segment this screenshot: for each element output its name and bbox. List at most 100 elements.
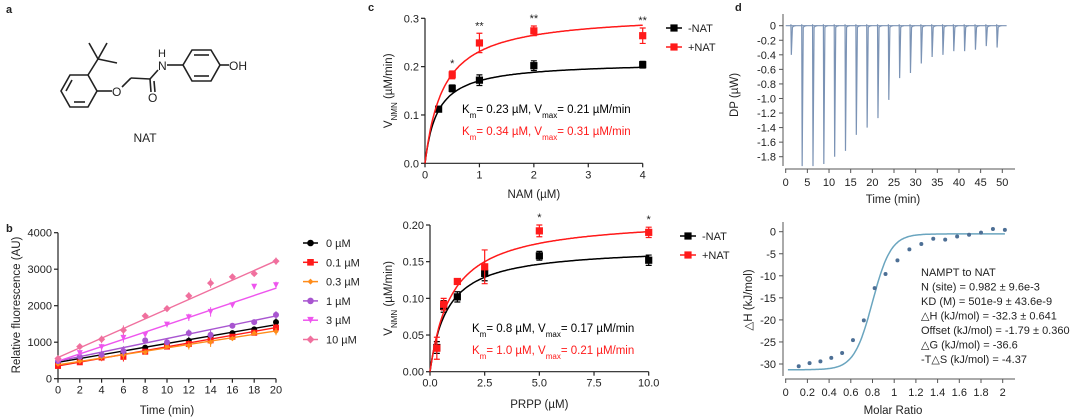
legend-marker — [670, 43, 678, 51]
legend-label: -NAT — [702, 231, 727, 243]
injection-peak — [985, 24, 991, 47]
data-point — [76, 353, 83, 360]
legend-marker — [306, 335, 315, 344]
data-point — [943, 237, 948, 242]
michaelis-menten-fit — [429, 255, 649, 372]
injection-peak — [963, 24, 969, 52]
data-point — [120, 334, 127, 341]
text-segment: = 0.31 µM/min — [557, 126, 630, 138]
data-point — [530, 27, 538, 35]
injection-peak — [909, 24, 915, 74]
legend-item: -NAT — [666, 23, 713, 35]
y-tick-label: -1.0 — [757, 93, 776, 105]
data-point — [448, 71, 456, 79]
data-point — [164, 339, 170, 346]
x-tick-label: 1.8 — [973, 387, 988, 399]
x-tick-label: 45 — [975, 177, 987, 189]
y-tick-label: -15 — [760, 293, 776, 305]
subscript: m — [470, 133, 477, 142]
text-segment: (µM/min) — [383, 261, 395, 310]
x-tick-label: 40 — [953, 177, 965, 189]
kinetics-annotation: Km= 0.34 µM, Vmax= 0.31 µM/min — [462, 126, 631, 142]
y-tick-label: 0.15 — [403, 257, 424, 269]
chart-itc-isotherm: 0 0.2 0.4 0.6 0.8 1 1.2 1.4 1.6 1.8 2 0 -5 -10 -15 -20 -… — [743, 222, 1070, 417]
data-point — [645, 228, 653, 236]
data-point — [120, 347, 127, 354]
y-tick-label: 0.05 — [403, 330, 424, 342]
injection-peak — [898, 24, 904, 79]
data-point — [229, 322, 236, 329]
x-tick-label: 1.2 — [908, 387, 923, 399]
x-axis-label: Molar Ratio — [864, 405, 923, 417]
legend-label: -NAT — [688, 23, 713, 35]
y-tick-label: 0.1 — [404, 110, 419, 122]
injection-peak — [941, 24, 948, 55]
y-tick-label: 4000 — [28, 228, 52, 240]
nat-structure — [60, 42, 229, 108]
fit-parameter-text: Offset (kJ/mol) = -1.79 ± 0.360 — [921, 325, 1070, 337]
series-plus-nat — [424, 24, 647, 164]
x-tick-label: 25 — [888, 177, 900, 189]
y-tick-label: -1.4 — [757, 123, 776, 135]
data-point — [907, 247, 912, 252]
data-point — [895, 258, 900, 263]
y-tick-label: -0.6 — [757, 64, 776, 76]
legend-item: +NAT — [680, 250, 730, 262]
injection-peak — [790, 24, 796, 55]
y-axis-label: Relative fluorescence (AU) — [11, 236, 23, 373]
fit-parameter-text: N (site) = 0.982 ± 9.6e-3 — [921, 282, 1040, 294]
text-segment: K — [472, 323, 480, 335]
series-1M — [55, 311, 279, 365]
legend-label: 10 µM — [326, 335, 357, 347]
significance-marker: ** — [475, 20, 484, 32]
subscript: m — [470, 111, 477, 120]
x-tick-label: 7.5 — [586, 378, 601, 390]
fit-parameter-text: △H (kJ/mol) = -32.3 ± 0.641 — [921, 311, 1057, 323]
x-tick-label: 0 — [55, 385, 61, 397]
kinetics-annotation: Km= 0.8 µM, Vmax= 0.17 µM/min — [472, 323, 634, 339]
text-segment: = 0.17 µM/min — [561, 323, 634, 335]
kinetics-annotation: Km= 1.0 µM, Vmax= 0.21 µM/min — [472, 345, 634, 361]
legend-marker — [684, 232, 692, 240]
legend-item: 1 µM — [303, 296, 351, 308]
x-tick-label: 10.0 — [638, 378, 659, 390]
x-tick-label: 18 — [248, 385, 260, 397]
data-point — [142, 337, 149, 344]
y-tick-label: -1.6 — [757, 137, 776, 149]
data-point — [207, 279, 215, 287]
x-tick-label: 1.6 — [952, 387, 967, 399]
data-point — [475, 76, 484, 84]
data-point — [453, 293, 461, 301]
data-point — [955, 234, 960, 239]
panel-label-b: b — [6, 223, 13, 235]
data-point — [76, 350, 83, 357]
injection-peak — [844, 24, 850, 151]
x-tick-label: 10 — [161, 385, 173, 397]
panel-label-d: d — [735, 2, 742, 14]
y-tick-label: 0 — [770, 21, 776, 33]
data-point — [990, 227, 995, 232]
data-point — [207, 331, 214, 338]
data-point — [272, 257, 280, 265]
chart-itc-thermogram: 0 5 10 15 20 25 30 35 40 45 50 0 -0.2 -0.4 -0.6 -0.8 -1.… — [729, 14, 1015, 206]
x-tick-label: 2 — [1000, 387, 1006, 399]
subscript: max — [542, 111, 557, 120]
injection-peak — [833, 24, 840, 157]
x-tick-label: 0.4 — [821, 387, 836, 399]
fit-line — [57, 315, 277, 362]
subscript: m — [480, 352, 487, 361]
data-point — [453, 277, 461, 286]
x-tick-label: 8 — [142, 385, 148, 397]
legend-label: 0 µM — [326, 238, 351, 250]
data-point — [250, 269, 258, 278]
y-tick-label: -20 — [760, 315, 776, 327]
y-tick-label: 0.00 — [403, 367, 424, 379]
x-axis-label: PRPP (µM) — [510, 399, 568, 411]
text-segment: (µM/min) — [383, 53, 395, 102]
significance-marker: * — [450, 58, 455, 70]
legend-label: +NAT — [688, 42, 716, 54]
data-point — [98, 351, 105, 358]
text-segment: = 0.34 µM, V — [476, 126, 542, 138]
injection-peak — [996, 24, 1002, 48]
y-tick-label: -0.4 — [757, 50, 776, 62]
